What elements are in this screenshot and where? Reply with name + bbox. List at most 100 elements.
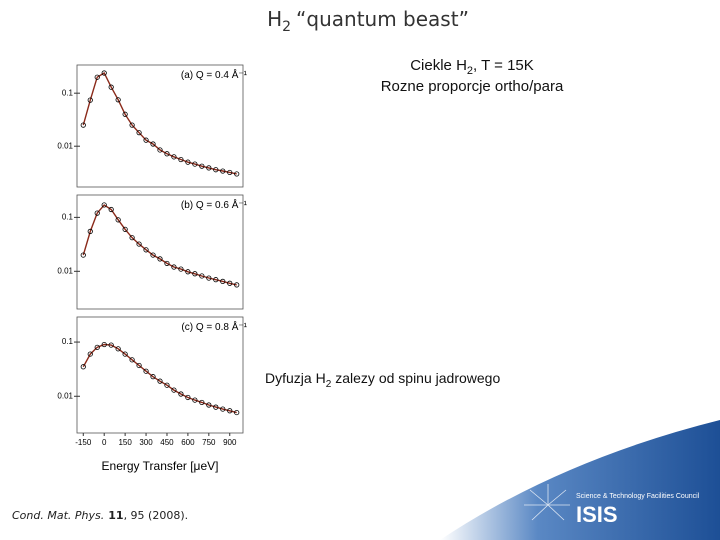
- data-point: [136, 130, 142, 136]
- fit-line: [82, 72, 237, 175]
- data-point: [87, 228, 93, 234]
- panel-label: (a) Q = 0.4 Å⁻¹: [181, 68, 248, 81]
- data-point: [157, 256, 163, 262]
- data-point: [164, 151, 170, 157]
- x-tick-label: 450: [160, 438, 174, 447]
- data-point: [199, 273, 205, 279]
- logo-org: Science & Technology Facilities Council: [576, 493, 700, 500]
- data-point: [164, 260, 170, 267]
- data-point: [192, 271, 198, 277]
- data-point: [143, 137, 149, 143]
- citation-rest: , 95 (2008).: [124, 509, 189, 522]
- data-point: [199, 399, 205, 406]
- data-point: [178, 391, 184, 397]
- title-text: H: [267, 7, 282, 31]
- data-point: [164, 382, 170, 388]
- x-tick-label: 750: [202, 438, 216, 447]
- data-point: [234, 282, 240, 288]
- data-point: [94, 74, 100, 80]
- data-point: [220, 406, 226, 412]
- data-point: [87, 97, 93, 103]
- data-point: [115, 97, 121, 103]
- slide-title: H2 “quantum beast”: [267, 7, 469, 35]
- plot-frame: [76, 194, 244, 310]
- plot-frame: [76, 316, 244, 434]
- data-point: [171, 154, 177, 160]
- logo-name: ISIS: [576, 502, 618, 527]
- data-point: [234, 409, 240, 416]
- data-point: [234, 171, 240, 177]
- panel-label: (c) Q = 0.8 Å⁻¹: [181, 320, 247, 333]
- note-text: , T = 15K: [473, 57, 534, 74]
- data-point: [213, 404, 219, 410]
- data-point: [129, 235, 135, 241]
- data-point: [143, 368, 149, 374]
- data-point: [199, 163, 205, 169]
- citation-volume: 11: [108, 509, 123, 522]
- note-text: zalezy od spinu jadrowego: [335, 370, 500, 386]
- note: Dyfuzja H2 zalezy od spinu jadrowego: [265, 370, 500, 390]
- data-point: [220, 278, 226, 284]
- data-point: [101, 70, 107, 76]
- fit-line: [82, 204, 237, 286]
- title-text: “quantum beast”: [296, 7, 469, 31]
- data-point: [206, 165, 212, 171]
- data-point: [227, 280, 233, 286]
- data-point: [108, 342, 114, 348]
- data-point: [94, 210, 100, 216]
- x-tick-label: -150: [75, 438, 92, 447]
- note: Rozne proporcje ortho/para: [381, 78, 564, 95]
- logo-band: [440, 420, 720, 540]
- citation-journal: Cond. Mat. Phys.: [12, 509, 104, 522]
- data-point: [94, 344, 100, 350]
- data-point: [80, 252, 86, 258]
- data-point: [87, 351, 93, 357]
- data-point: [150, 374, 156, 380]
- data-point: [136, 241, 142, 247]
- x-axis-label: Energy Transfer [μeV]: [102, 459, 219, 473]
- y-tick-label: 0.01: [57, 141, 73, 150]
- citation: Cond. Mat. Phys. 11, 95 (2008).: [12, 509, 188, 522]
- data-point: [122, 226, 128, 232]
- fit-line: [82, 343, 237, 414]
- note-text: Ciekle H: [410, 57, 467, 74]
- data-point: [115, 346, 121, 352]
- data-point: [227, 408, 233, 414]
- y-tick-label: 0.1: [62, 212, 74, 221]
- data-point: [129, 122, 135, 128]
- y-tick-label: 0.1: [62, 337, 74, 346]
- x-tick-label: 900: [223, 438, 237, 447]
- note-text: Dyfuzja H: [265, 370, 326, 386]
- data-point: [192, 397, 198, 403]
- data-point: [150, 252, 156, 258]
- data-point: [213, 277, 219, 283]
- data-point: [115, 217, 121, 223]
- data-point: [206, 275, 212, 281]
- data-point: [185, 269, 191, 275]
- data-point: [178, 156, 184, 163]
- panel-label: (b) Q = 0.6 Å⁻¹: [181, 198, 248, 211]
- data-point: [150, 141, 156, 147]
- plot-frame: [76, 64, 244, 188]
- data-point: [206, 402, 212, 408]
- data-point: [122, 351, 128, 357]
- data-point: [108, 206, 114, 213]
- data-point: [185, 394, 191, 401]
- data-point: [171, 264, 177, 270]
- chart-panel: 0.1 0.01 (a) Q = 0.4 Å⁻¹: [57, 64, 248, 188]
- data-point: [80, 364, 86, 370]
- charts: 0.1 0.01 (a) Q = 0.4 Å⁻¹ 0.1 0.01 (b) Q = 0.6…: [57, 64, 248, 473]
- data-point: [101, 341, 107, 348]
- data-point: [185, 159, 191, 165]
- x-tick-label: 600: [181, 438, 195, 447]
- logo-burst: [524, 484, 570, 521]
- x-tick-label: 300: [139, 438, 153, 447]
- note-sub: 2: [326, 379, 332, 390]
- data-point: [129, 357, 135, 363]
- data-point: [220, 168, 226, 174]
- chart-panel: 0.1 0.01 -150 0 150 300 450 600 750 900 Energy Tra…: [57, 316, 248, 473]
- y-tick-label: 0.1: [62, 88, 74, 97]
- data-point: [136, 362, 142, 369]
- data-point: [122, 111, 128, 117]
